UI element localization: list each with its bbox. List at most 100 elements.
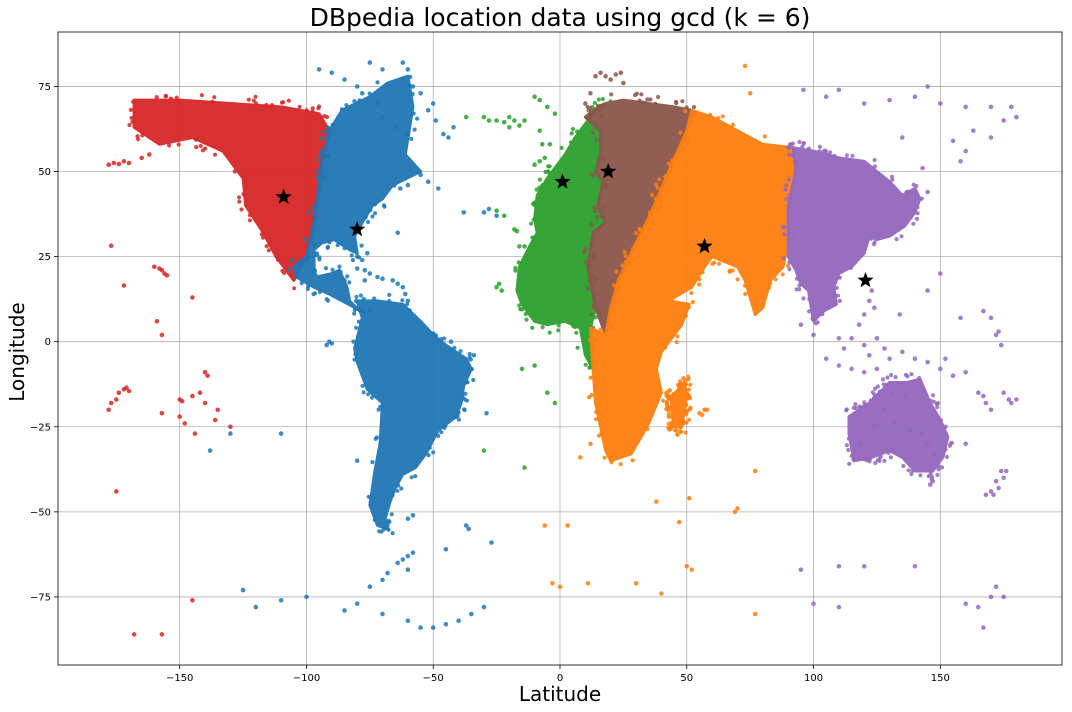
edge-point — [687, 417, 692, 422]
edge-point — [680, 99, 685, 104]
data-point — [471, 353, 477, 358]
data-point — [836, 604, 842, 610]
edge-point — [311, 205, 316, 210]
edge-point — [697, 282, 702, 287]
data-point — [897, 312, 902, 317]
data-point — [841, 346, 847, 351]
y-tick-label: −75 — [30, 592, 51, 603]
data-point — [212, 417, 218, 423]
data-point — [405, 298, 411, 304]
data-point — [405, 67, 411, 72]
data-point — [418, 625, 423, 630]
data-point — [950, 138, 956, 144]
data-point — [499, 288, 505, 293]
data-point — [861, 312, 867, 317]
edge-point — [639, 92, 644, 97]
data-point — [359, 257, 365, 263]
edge-point — [599, 213, 604, 219]
data-point — [380, 67, 385, 72]
edge-point — [642, 100, 648, 105]
x-tick-label: 0 — [557, 673, 563, 684]
data-point — [930, 478, 935, 484]
edge-point — [928, 398, 933, 403]
edge-point — [266, 248, 271, 253]
edge-point — [871, 242, 877, 247]
edge-point — [330, 267, 335, 272]
data-point — [872, 424, 877, 430]
edge-point — [199, 93, 204, 98]
edge-point — [853, 402, 858, 407]
edge-point — [531, 217, 536, 222]
edge-point — [869, 236, 874, 241]
data-point — [316, 67, 322, 72]
data-point — [823, 356, 829, 362]
edge-point — [358, 293, 363, 298]
data-point — [228, 424, 233, 430]
edge-point — [163, 94, 168, 99]
edge-point — [794, 276, 800, 281]
edge-point — [710, 261, 715, 266]
data-point — [418, 172, 423, 178]
data-point — [963, 370, 968, 375]
data-point — [578, 455, 583, 460]
edge-point — [614, 269, 619, 274]
data-point — [481, 448, 487, 453]
edge-point — [246, 97, 251, 102]
edge-point — [540, 325, 545, 330]
edge-point — [906, 468, 911, 473]
data-point — [882, 346, 887, 351]
data-point — [395, 281, 401, 287]
edge-point — [433, 333, 439, 338]
edge-point — [571, 323, 576, 328]
edge-point — [675, 334, 680, 339]
edge-point — [817, 144, 823, 149]
chart-title: DBpedia location data using gcd (k = 6) — [310, 3, 811, 32]
edge-point — [683, 430, 688, 435]
edge-point — [200, 148, 205, 153]
edge-point — [324, 114, 330, 120]
edge-point — [645, 426, 650, 432]
data-point — [519, 366, 525, 372]
edge-point — [534, 187, 539, 192]
data-point — [522, 244, 527, 249]
edge-point — [686, 305, 692, 310]
cluster-group — [463, 94, 613, 470]
data-point — [108, 400, 114, 406]
centroid-star — [554, 173, 571, 189]
edge-point — [697, 277, 702, 282]
edge-point — [322, 129, 327, 134]
edge-point — [899, 234, 904, 239]
edge-point — [938, 418, 944, 423]
data-point — [938, 366, 943, 372]
data-point — [106, 407, 111, 413]
edge-point — [780, 272, 785, 277]
data-point — [861, 342, 867, 348]
data-point — [882, 407, 887, 413]
edge-point — [516, 260, 521, 265]
edge-point — [131, 99, 136, 104]
edge-point — [194, 145, 199, 150]
edge-point — [168, 96, 173, 101]
edge-point — [517, 303, 522, 308]
edge-point — [832, 153, 837, 158]
edge-point — [247, 213, 252, 218]
edge-point — [666, 389, 671, 394]
edge-point — [650, 192, 655, 198]
edge-point — [727, 268, 732, 273]
data-point — [887, 356, 892, 362]
edge-point — [453, 415, 458, 420]
edge-point — [351, 339, 356, 344]
edge-point — [820, 312, 825, 317]
data-point — [1014, 397, 1019, 402]
data-point — [963, 148, 968, 154]
edge-point — [325, 245, 330, 250]
cluster-group — [106, 93, 332, 637]
edge-point — [851, 405, 857, 410]
data-point — [687, 495, 692, 501]
data-point — [362, 267, 368, 273]
edge-point — [787, 145, 792, 150]
data-point — [481, 114, 487, 120]
plot-area — [106, 60, 1019, 637]
edge-point — [275, 257, 280, 262]
